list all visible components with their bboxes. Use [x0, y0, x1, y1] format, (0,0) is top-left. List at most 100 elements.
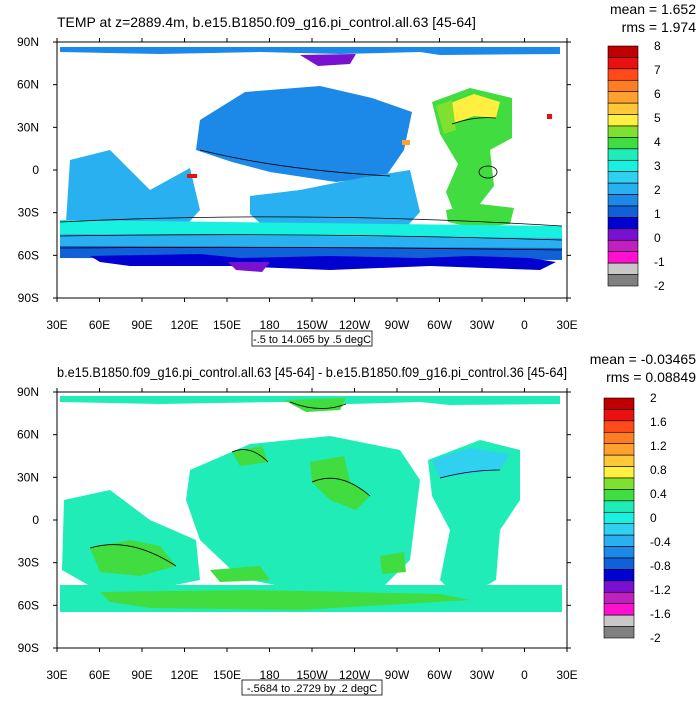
panel-2-mean: mean = -0.03465	[590, 351, 696, 367]
y-tick-label: 60N	[17, 78, 39, 92]
colorbar-box	[603, 614, 635, 627]
x-tick-label: 30E	[556, 668, 577, 682]
colorbar-label: 5	[654, 111, 661, 125]
arctic-green	[284, 398, 346, 412]
x-tick-label: 150W	[296, 318, 328, 332]
panel-1-mean: mean = 1.652	[610, 1, 696, 17]
panel-1-subtitle: -.5 to 14.065 by .5 degC	[253, 334, 371, 346]
panel-1-y-axis: 90N 60N 30N 0 30S 60S 90S	[17, 35, 571, 305]
arctic-purple	[300, 54, 356, 66]
colorbar-box	[607, 251, 639, 264]
panel-top: TEMP at z=2889.4m, b.e15.B1850.f09_g16.p…	[17, 1, 697, 347]
pacific	[186, 436, 420, 590]
contour-line	[289, 401, 347, 409]
y-tick-label: 90N	[17, 35, 39, 49]
antarctic-purple	[228, 262, 270, 272]
red-spot-east	[547, 114, 552, 119]
colorbar-box	[607, 68, 639, 81]
colorbar-box	[607, 91, 639, 104]
colorbar-box	[603, 409, 635, 422]
colorbar-label: 3	[654, 159, 661, 173]
colorbar-label: 1	[654, 207, 661, 221]
colorbar-box	[607, 79, 639, 93]
anomaly-pos	[380, 552, 406, 574]
atlantic-light-green	[436, 100, 456, 134]
x-tick-label: 0	[521, 668, 528, 682]
contour-line	[59, 234, 563, 241]
indian-ocean	[66, 150, 200, 238]
panel-1-x-axis: 30E 60E 90E 120E 150E 180 150W 120W 90W 60W 30W 0 30…	[46, 38, 578, 332]
colorbar-label: 0	[650, 511, 657, 525]
colorbar-box	[603, 591, 635, 605]
colorbar-label: -2	[650, 631, 661, 645]
colorbar-label: -0.4	[650, 535, 671, 549]
panel-1-title: TEMP at z=2889.4m, b.e15.B1850.f09_g16.p…	[57, 14, 476, 30]
orange-spot	[402, 140, 410, 145]
colorbar-box	[603, 489, 635, 502]
x-tick-label: 180	[259, 318, 279, 332]
colorbar-box	[603, 443, 635, 456]
colorbar-box	[603, 580, 635, 593]
x-tick-label: 30E	[556, 318, 577, 332]
colorbar-box	[607, 205, 639, 218]
panel-2-rms: rms = 0.08849	[606, 369, 696, 385]
north-pacific	[196, 86, 412, 182]
x-tick-label: 60E	[89, 668, 110, 682]
panel-1-rms: rms = 1.974	[622, 19, 697, 35]
contour-line	[231, 449, 269, 463]
colorbar-box	[607, 262, 639, 275]
colorbar-label: -2	[654, 279, 665, 293]
x-tick-label: 30E	[46, 318, 67, 332]
colorbar-label: 7	[654, 63, 661, 77]
anomaly-pos	[232, 446, 268, 466]
y-tick-label: 90N	[17, 385, 39, 399]
anomaly-pos	[100, 590, 470, 610]
panel-2-map	[60, 396, 562, 612]
atlantic	[428, 440, 520, 600]
y-tick-label: 90S	[18, 641, 39, 655]
x-tick-label: 0	[521, 318, 528, 332]
south-atlantic	[446, 204, 514, 228]
x-tick-label: 60W	[427, 668, 452, 682]
colorbar-box	[607, 102, 639, 115]
southern-band-mid	[60, 234, 562, 250]
x-tick-label: 90W	[385, 668, 410, 682]
anomaly-pos	[90, 540, 176, 576]
y-tick-label: 60S	[18, 598, 39, 612]
y-tick-label: 60N	[17, 428, 39, 442]
colorbar-box	[607, 57, 639, 70]
anomaly-pos	[310, 456, 370, 510]
y-tick-label: 30N	[17, 120, 39, 134]
colorbar-label: 1.2	[650, 439, 667, 453]
x-tick-label: 90E	[131, 668, 152, 682]
y-tick-label: 60S	[18, 248, 39, 262]
x-tick-label: 150W	[296, 668, 328, 682]
colorbar-label: -1	[654, 255, 665, 269]
colorbar-box	[603, 500, 635, 513]
colorbar-box	[607, 217, 639, 230]
x-tick-label: 30W	[470, 668, 495, 682]
x-tick-label: 60W	[427, 318, 452, 332]
panel-1-colorbar: 8 7 6 5 4 3 2 1 0 -1 -2	[607, 39, 665, 293]
contour-line	[451, 117, 497, 125]
colorbar-label: -1.2	[650, 583, 671, 597]
colorbar-label: 0.8	[650, 463, 667, 477]
red-spot	[187, 174, 197, 178]
y-tick-label: 90S	[18, 291, 39, 305]
colorbar-box	[603, 569, 635, 582]
colorbar-box	[603, 626, 635, 639]
arctic-ocean	[60, 47, 560, 55]
north-atlantic-yellow	[448, 94, 500, 124]
x-tick-label: 60E	[89, 318, 110, 332]
panel-2-subtitle-box	[241, 679, 383, 696]
panel-bottom: b.e15.B1850.f09_g16.pi_control.all.63 [4…	[17, 351, 696, 696]
x-tick-label: 180	[259, 668, 279, 682]
panel-1-subtitle-box	[251, 330, 373, 347]
x-tick-label: 120W	[339, 668, 371, 682]
colorbar-box	[603, 431, 635, 445]
colorbar-box	[607, 171, 639, 184]
colorbar-box	[607, 274, 639, 287]
x-tick-label: 120W	[339, 318, 371, 332]
colorbar-box	[607, 228, 639, 241]
